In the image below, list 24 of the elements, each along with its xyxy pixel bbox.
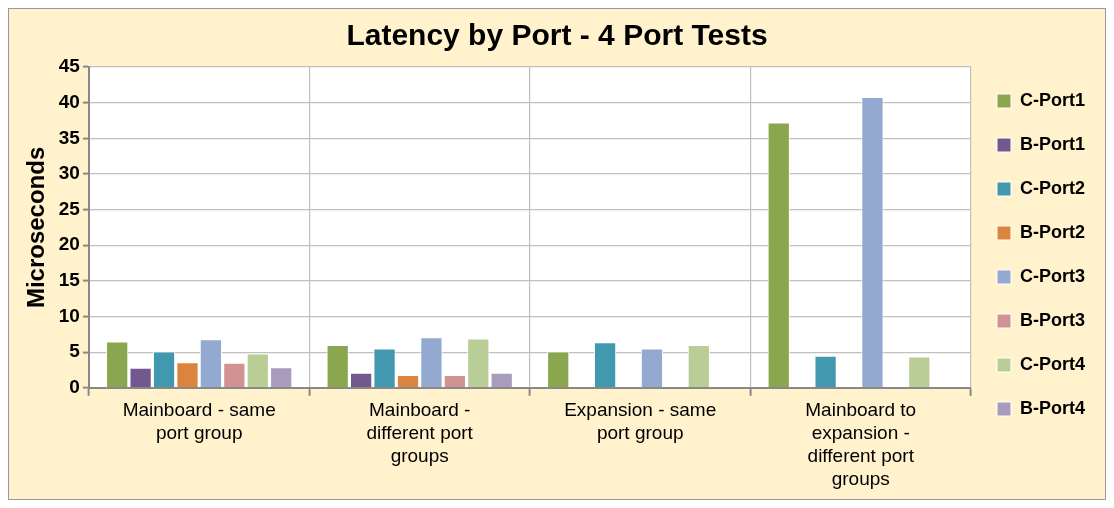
legend-label: B-Port4: [1020, 397, 1086, 418]
y-tick-label: 35: [58, 126, 81, 148]
x-tick-label: Mainboard - same port group: [122, 399, 276, 444]
legend-label: B-Port1: [1020, 133, 1086, 154]
legend-label: C-Port4: [1020, 353, 1086, 374]
x-tick-label: Mainboard to expansion - different port groups: [805, 399, 917, 489]
legend-label: C-Port2: [1020, 177, 1086, 198]
legend-label: C-Port1: [1020, 89, 1086, 110]
y-tick-label: 30: [58, 162, 80, 184]
y-tick-label: 5: [69, 340, 81, 362]
y-tick-label: 0: [69, 376, 80, 398]
x-tick-label: Mainboard - different port groups: [366, 399, 474, 467]
y-tick-label: 40: [58, 90, 80, 112]
y-tick-label: 20: [58, 233, 80, 255]
y-tick-label: 15: [58, 269, 81, 291]
legend-label: C-Port3: [1020, 265, 1086, 286]
y-tick-label: 45: [58, 55, 81, 77]
legend-label: B-Port2: [1020, 221, 1086, 242]
y-tick-label: 25: [58, 197, 81, 219]
x-tick-label: Expansion - same port group: [564, 399, 717, 444]
legend-label: B-Port3: [1020, 309, 1086, 330]
y-axis-title: Microseconds: [22, 146, 50, 309]
y-tick-label: 10: [58, 304, 80, 326]
chart-title: Latency by Port - 4 Port Tests: [346, 18, 768, 52]
